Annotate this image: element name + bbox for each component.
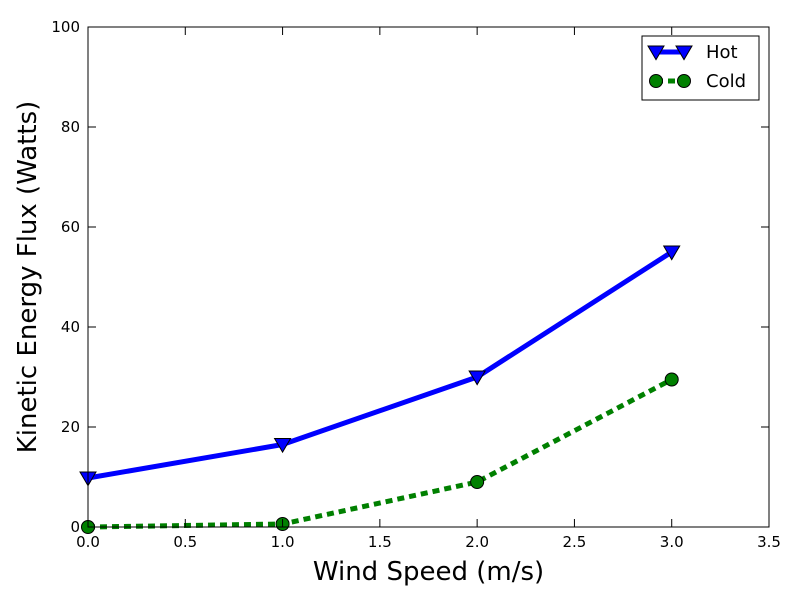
y-tick-label: 20 — [61, 418, 80, 436]
legend-label-hot: Hot — [706, 42, 738, 63]
series-hot — [79, 245, 681, 487]
x-tick-label: 2.0 — [465, 533, 489, 551]
legend-marker-cold — [649, 74, 663, 88]
series-line-cold — [87, 377, 673, 530]
data-point-hot — [273, 438, 292, 454]
y-tick-label: 0 — [70, 518, 80, 536]
x-tick-label: 3.5 — [757, 533, 781, 551]
axes-layer: 0.0 0.5 1.0 1.5 2.0 2.5 3.0 3.5 0 20 40 60 80 100 — [51, 18, 781, 551]
x-tick-label: 1.5 — [368, 533, 392, 551]
series-cold — [81, 372, 679, 534]
legend-marker-cold — [677, 74, 691, 88]
series-line-hot — [87, 249, 674, 481]
x-tick-label: 0.0 — [76, 533, 100, 551]
plot-frame — [87, 26, 770, 528]
labels-layer: Wind Speed (m/s) Kinetic Energy Flux (Wa… — [13, 101, 544, 587]
legend-marker-hot — [647, 45, 665, 61]
data-point-hot — [468, 370, 487, 386]
legend-label-cold: Cold — [706, 71, 746, 92]
legend: Hot Cold — [641, 35, 760, 101]
data-point-cold — [664, 372, 679, 387]
x-tick-label: 0.5 — [173, 533, 197, 551]
data-point-hot — [662, 245, 681, 261]
x-tick-label: 3.0 — [660, 533, 684, 551]
y-tick-label: 100 — [51, 18, 80, 36]
series-layer — [79, 245, 681, 534]
y-tick-label: 60 — [61, 218, 80, 236]
legend-marker-hot — [675, 45, 693, 61]
x-tick-label: 1.0 — [271, 533, 295, 551]
y-tick-label: 80 — [61, 118, 80, 136]
x-axis-title: Wind Speed (m/s) — [313, 557, 544, 587]
y-axis-title: Kinetic Energy Flux (Watts) — [13, 101, 43, 454]
data-point-cold — [470, 475, 485, 489]
y-tick-label: 40 — [61, 318, 80, 336]
x-tick-label: 2.5 — [562, 533, 586, 551]
